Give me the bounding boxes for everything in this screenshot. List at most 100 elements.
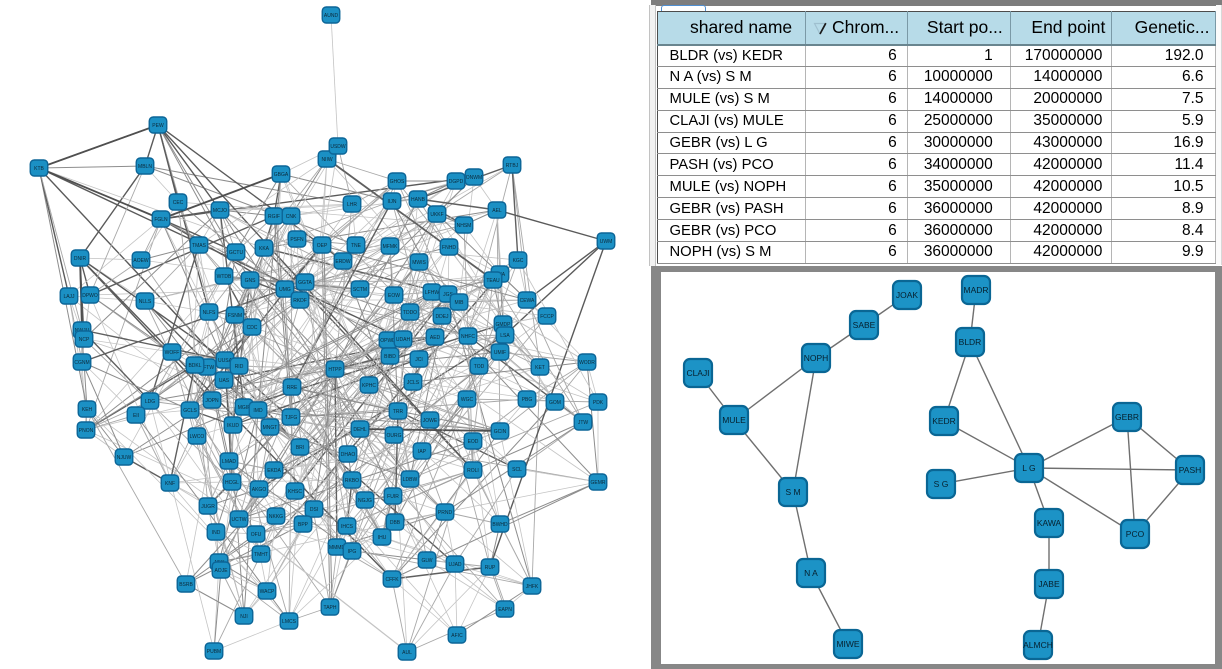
svg-text:UKKF: UKKF — [430, 212, 443, 218]
svg-text:JTW: JTW — [578, 420, 589, 426]
svg-text:CFFK: CFFK — [385, 577, 399, 583]
svg-text:OPWD: OPWD — [380, 338, 396, 344]
svg-text:AOEW: AOEW — [133, 258, 149, 264]
svg-text:DEHL: DEHL — [353, 427, 367, 433]
svg-text:RKDF: RKDF — [293, 298, 307, 304]
svg-text:MCJO: MCJO — [213, 208, 227, 214]
svg-text:DNIR: DNIR — [74, 256, 87, 262]
svg-text:WODR: WODR — [579, 360, 595, 366]
svg-text:LSA: LSA — [500, 333, 510, 339]
svg-text:WACP: WACP — [260, 589, 275, 595]
svg-text:AFTW: AFTW — [200, 365, 214, 371]
svg-text:RGIF: RGIF — [268, 214, 280, 220]
svg-text:ROLI: ROLI — [467, 468, 479, 474]
svg-text:GEMR: GEMR — [591, 480, 606, 486]
svg-text:PUBM: PUBM — [207, 649, 221, 655]
svg-text:KGC: KGC — [513, 258, 524, 264]
svg-text:ONWM: ONWM — [466, 175, 482, 181]
svg-text:PNON: PNON — [79, 428, 94, 434]
svg-text:JCLS: JCLS — [407, 380, 420, 386]
svg-text:OURG: OURG — [387, 433, 402, 439]
svg-text:UDAH: UDAH — [396, 337, 411, 343]
svg-text:JCI: JCI — [415, 357, 423, 363]
svg-text:SCL: SCL — [512, 467, 522, 473]
svg-text:GOM: GOM — [549, 400, 561, 406]
svg-text:CEWA: CEWA — [520, 298, 535, 304]
svg-text:LAJJ: LAJJ — [63, 294, 75, 300]
svg-text:BWHD: BWHD — [492, 522, 508, 528]
svg-text:AKGO: AKGO — [252, 487, 267, 493]
svg-text:NJUW: NJUW — [117, 455, 132, 461]
svg-text:JOWE: JOWE — [423, 418, 438, 424]
svg-text:UUSA: UUSA — [218, 358, 233, 364]
svg-text:ALMCH: ALMCH — [1023, 640, 1053, 650]
svg-text:MBLN: MBLN — [138, 164, 152, 170]
svg-text:AUND: AUND — [324, 13, 339, 19]
svg-text:RUP: RUP — [485, 565, 496, 571]
svg-text:FCCP: FCCP — [540, 314, 554, 320]
svg-text:MNGT: MNGT — [263, 425, 278, 431]
svg-text:JHFK: JHFK — [526, 584, 539, 590]
svg-text:DSI: DSI — [310, 507, 318, 513]
svg-text:NLLS: NLLS — [139, 299, 152, 305]
svg-text:TRR: TRR — [393, 409, 404, 415]
svg-text:JOAK: JOAK — [895, 290, 918, 300]
svg-text:KTB: KTB — [34, 166, 44, 172]
svg-text:RRE: RRE — [287, 385, 298, 391]
svg-text:BIBD: BIBD — [384, 354, 396, 360]
svg-text:HANB: HANB — [411, 197, 426, 203]
svg-text:HTPP: HTPP — [328, 367, 342, 373]
svg-text:GNS: GNS — [245, 278, 257, 284]
svg-text:TAPH: TAPH — [324, 605, 337, 611]
svg-text:JUGR: JUGR — [201, 504, 215, 510]
svg-text:CEC: CEC — [173, 200, 184, 206]
svg-text:KEH: KEH — [82, 407, 93, 413]
svg-text:RTBJ: RTBJ — [506, 163, 519, 169]
svg-text:IPG: IPG — [348, 549, 357, 555]
svg-text:LDBW: LDBW — [403, 477, 418, 483]
svg-text:TNE: TNE — [351, 243, 362, 249]
svg-text:LDG: LDG — [145, 399, 155, 405]
svg-text:TMAS: TMAS — [192, 243, 207, 249]
svg-text:DHAO: DHAO — [341, 452, 356, 458]
svg-text:BPP: BPP — [298, 522, 309, 528]
svg-text:OFU: OFU — [251, 532, 262, 538]
svg-text:S M: S M — [785, 487, 800, 497]
svg-text:WOFF: WOFF — [165, 350, 180, 356]
svg-text:CDC: CDC — [247, 325, 258, 331]
svg-text:USDW: USDW — [330, 144, 346, 150]
svg-text:GLW: GLW — [421, 558, 432, 564]
svg-text:GEBR: GEBR — [1114, 412, 1138, 422]
svg-text:MFMK: MFMK — [383, 244, 398, 250]
svg-text:FSNM: FSNM — [228, 313, 242, 319]
svg-text:UCTW: UCTW — [232, 517, 247, 523]
svg-text:NJI: NJI — [240, 614, 248, 620]
svg-text:MWIS: MWIS — [412, 260, 426, 266]
svg-text:NOPH: NOPH — [803, 353, 828, 363]
svg-text:IAP: IAP — [418, 449, 427, 455]
svg-text:GHOS: GHOS — [390, 179, 405, 185]
svg-text:PSFN: PSFN — [290, 237, 304, 243]
svg-text:BLDR: BLDR — [958, 337, 981, 347]
svg-text:UMG: UMG — [279, 287, 291, 293]
svg-text:MIB: MIB — [455, 300, 465, 306]
svg-text:NGJG: NGJG — [358, 498, 372, 504]
svg-text:L G: L G — [1022, 463, 1035, 473]
svg-text:LFHW: LFHW — [425, 290, 439, 296]
svg-text:CGNM: CGNM — [74, 360, 89, 366]
svg-text:EOW: EOW — [388, 293, 400, 299]
svg-text:MMMD: MMMD — [329, 545, 345, 551]
svg-text:N A: N A — [804, 568, 818, 578]
svg-text:KPHC: KPHC — [362, 383, 376, 389]
svg-text:KAWA: KAWA — [1036, 518, 1061, 528]
svg-text:UMIF: UMIF — [494, 350, 506, 356]
svg-text:AFIC: AFIC — [451, 633, 463, 639]
svg-text:LMAD: LMAD — [222, 459, 236, 465]
svg-text:KET: KET — [535, 365, 545, 371]
svg-text:EKDA: EKDA — [267, 468, 281, 474]
svg-text:JOPN: JOPN — [205, 398, 219, 404]
svg-text:NKKG: NKKG — [269, 514, 283, 520]
svg-text:UAS: UAS — [219, 378, 230, 384]
svg-text:DPWO: DPWO — [82, 293, 98, 299]
svg-text:LHR: LHR — [347, 202, 357, 208]
